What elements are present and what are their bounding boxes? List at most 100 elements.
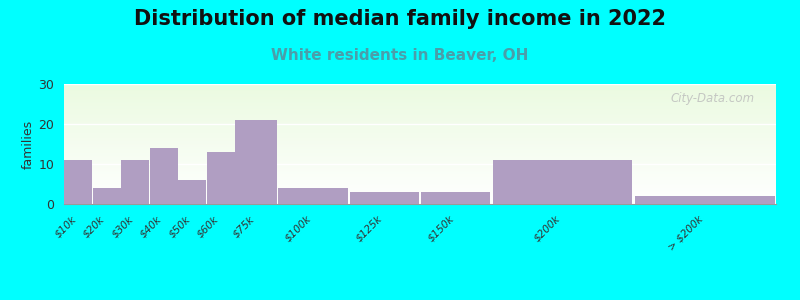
Bar xyxy=(350,192,419,204)
Bar xyxy=(64,175,776,176)
Bar xyxy=(64,191,776,192)
Bar xyxy=(64,155,776,156)
Bar xyxy=(64,192,776,193)
Bar xyxy=(178,180,206,204)
Bar xyxy=(64,190,776,191)
Bar xyxy=(64,168,776,169)
Bar xyxy=(64,158,776,159)
Bar xyxy=(150,148,178,204)
Bar xyxy=(64,173,776,174)
Bar xyxy=(64,152,776,153)
Bar xyxy=(64,129,776,130)
Bar xyxy=(64,182,776,183)
Bar xyxy=(64,98,776,99)
Bar xyxy=(64,179,776,180)
Bar xyxy=(64,117,776,118)
Bar xyxy=(64,172,776,173)
Bar xyxy=(64,108,776,109)
Bar xyxy=(64,157,776,158)
Bar xyxy=(64,103,776,104)
Bar xyxy=(64,162,776,163)
Bar xyxy=(64,189,776,190)
Bar xyxy=(64,198,776,199)
Bar xyxy=(493,160,632,204)
Bar xyxy=(64,153,776,154)
Bar xyxy=(64,164,776,165)
Text: Distribution of median family income in 2022: Distribution of median family income in … xyxy=(134,9,666,29)
Y-axis label: families: families xyxy=(22,119,34,169)
Bar xyxy=(64,127,776,128)
Bar xyxy=(64,118,776,119)
Bar xyxy=(64,139,776,140)
Bar xyxy=(64,144,776,145)
Bar xyxy=(64,132,776,133)
Bar xyxy=(64,106,776,107)
Bar xyxy=(64,169,776,170)
Bar xyxy=(64,89,776,90)
Bar xyxy=(64,114,776,115)
Bar xyxy=(64,133,776,134)
Bar xyxy=(64,128,776,129)
Bar xyxy=(64,161,776,162)
Bar xyxy=(64,113,776,114)
Bar xyxy=(64,193,776,194)
Bar xyxy=(64,85,776,86)
Bar xyxy=(64,163,776,164)
Bar xyxy=(64,100,776,101)
Bar xyxy=(64,140,776,141)
Bar xyxy=(64,170,776,171)
Bar xyxy=(64,107,776,108)
Bar xyxy=(64,143,776,144)
Bar xyxy=(235,120,277,204)
Bar xyxy=(64,134,776,135)
Bar xyxy=(64,176,776,177)
Bar xyxy=(64,121,776,122)
Bar xyxy=(64,146,776,147)
Bar xyxy=(64,171,776,172)
Bar xyxy=(64,187,776,188)
Bar xyxy=(64,184,776,185)
Bar xyxy=(64,141,776,142)
Bar xyxy=(64,154,776,155)
Bar xyxy=(64,104,776,105)
Bar xyxy=(64,156,776,157)
Bar xyxy=(64,124,776,125)
Bar xyxy=(64,115,776,116)
Bar xyxy=(64,91,776,92)
Bar xyxy=(64,111,776,112)
Bar xyxy=(64,160,92,204)
Bar xyxy=(64,165,776,166)
Bar xyxy=(64,137,776,138)
Bar xyxy=(64,202,776,203)
Bar xyxy=(64,149,776,150)
Bar xyxy=(64,142,776,143)
Bar xyxy=(64,116,776,117)
Bar xyxy=(122,160,149,204)
Bar xyxy=(64,109,776,110)
Bar xyxy=(64,94,776,95)
Bar xyxy=(64,122,776,123)
Bar xyxy=(64,200,776,201)
Bar xyxy=(206,152,234,204)
Bar xyxy=(64,166,776,167)
Bar xyxy=(64,125,776,126)
Bar xyxy=(635,196,774,204)
Bar xyxy=(64,105,776,106)
Bar xyxy=(64,120,776,121)
Bar xyxy=(64,119,776,120)
Bar xyxy=(64,203,776,204)
Bar xyxy=(64,150,776,151)
Bar xyxy=(64,167,776,168)
Bar xyxy=(64,181,776,182)
Bar xyxy=(64,174,776,175)
Bar xyxy=(64,112,776,113)
Bar xyxy=(64,195,776,196)
Bar xyxy=(64,95,776,96)
Text: White residents in Beaver, OH: White residents in Beaver, OH xyxy=(271,48,529,63)
Bar xyxy=(64,131,776,132)
Bar xyxy=(64,84,776,85)
Bar xyxy=(64,135,776,136)
Bar xyxy=(64,186,776,187)
Bar xyxy=(64,97,776,98)
Bar xyxy=(64,178,776,179)
